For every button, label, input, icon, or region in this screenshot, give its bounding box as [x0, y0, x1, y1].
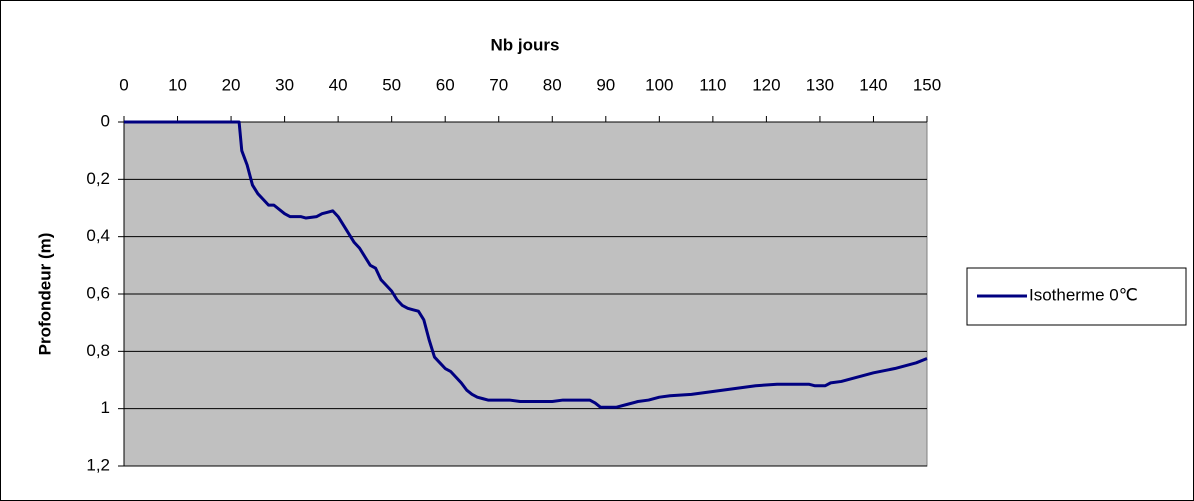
x-tick-label: 100 — [645, 75, 673, 94]
x-tick-label: 80 — [543, 75, 562, 94]
x-tick-label: 110 — [699, 75, 726, 94]
x-tick-label: 90 — [596, 75, 615, 94]
y-tick-label: 0 — [101, 111, 110, 130]
y-tick-label: 1,2 — [86, 455, 110, 474]
x-tick-label: 10 — [168, 75, 187, 94]
x-tick-label: 120 — [752, 75, 780, 94]
y-tick-label: 0,8 — [86, 341, 110, 360]
x-tick-label: 150 — [913, 75, 941, 94]
x-tick-label: 140 — [859, 75, 887, 94]
y-axis-title: Profondeur (m) — [35, 233, 54, 356]
x-axis-title: Nb jours — [491, 35, 560, 54]
x-tick-label: 0 — [119, 75, 128, 94]
x-tick-label: 50 — [382, 75, 401, 94]
x-tick-label: 60 — [436, 75, 455, 94]
x-tick-label: 40 — [329, 75, 348, 94]
y-tick-label: 1 — [101, 398, 110, 417]
x-tick-label: 70 — [489, 75, 508, 94]
x-tick-label: 30 — [275, 75, 294, 94]
y-tick-label: 0,2 — [86, 169, 110, 188]
x-tick-label: 130 — [806, 75, 834, 94]
x-tick-label: 20 — [222, 75, 241, 94]
legend-label: Isotherme 0℃ — [1029, 285, 1138, 304]
data-line — [124, 120, 928, 409]
y-tick-label: 0,4 — [86, 226, 110, 245]
y-tick-label: 0,6 — [86, 283, 110, 302]
